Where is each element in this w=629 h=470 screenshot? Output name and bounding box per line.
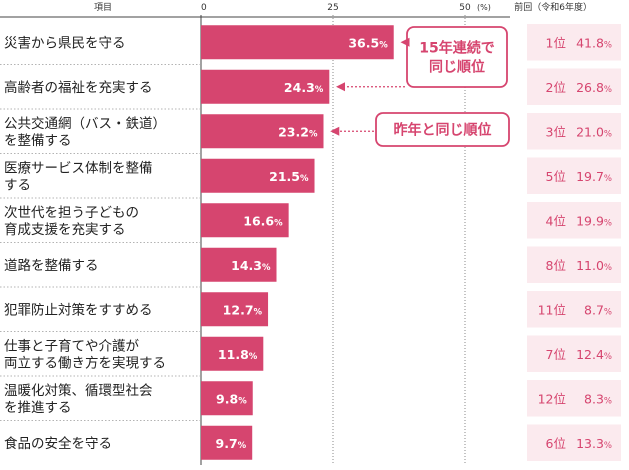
x-tick-label: 25	[327, 3, 338, 13]
callout-border	[406, 26, 508, 88]
callout-border	[375, 112, 510, 147]
bar-value-label: 16.6%	[243, 213, 283, 228]
bar-value-label: 23.2%	[278, 124, 318, 139]
bar-value-label: 11.8%	[218, 347, 258, 362]
previous-value: 13.3%	[576, 436, 612, 451]
previous-cell	[527, 424, 621, 461]
previous-rank: 2位	[546, 80, 566, 95]
category-label: 公共交通網（バス・鉄道）を整備する	[4, 115, 166, 149]
bar	[201, 425, 253, 460]
previous-value: 19.7%	[576, 169, 612, 184]
previous-value: 21.0%	[576, 124, 612, 139]
category-label-line: を推進する	[4, 400, 72, 416]
previous-rank: 8位	[546, 258, 566, 273]
previous-cell	[527, 202, 621, 239]
category-label-line: 医療サービス体制を整備	[4, 159, 153, 176]
previous-rank: 3位	[546, 124, 566, 139]
category-label: 犯罪防止対策をすすめる	[4, 301, 153, 318]
category-label-line: 次世代を担う子どもの	[4, 205, 139, 221]
previous-column-header: 前回（令和6年度）	[514, 1, 592, 13]
previous-cell	[527, 24, 621, 61]
previous-cell	[527, 291, 621, 328]
category-label-line: 育成支援を充実する	[4, 222, 126, 238]
previous-cell	[527, 380, 621, 417]
category-label-line: 高齢者の福祉を充実する	[4, 79, 153, 96]
bar	[201, 247, 277, 282]
previous-value: 19.9%	[576, 213, 612, 228]
previous-value: 12.4%	[576, 347, 612, 362]
previous-cell	[527, 335, 621, 372]
bar	[201, 25, 394, 60]
x-tick-label: 0	[201, 3, 207, 13]
callout-text: 昨年と同じ順位	[394, 122, 492, 139]
bar-value-label: 36.5%	[348, 35, 388, 50]
category-label-line: 両立する働き方を実現する	[4, 355, 166, 371]
bar	[201, 381, 253, 416]
category-label: 食品の安全を守る	[4, 435, 112, 452]
category-label: 災害から県民を守る	[4, 35, 126, 51]
previous-cell	[527, 246, 621, 283]
previous-value: 26.8%	[576, 80, 612, 95]
bar	[201, 114, 324, 149]
callout-text: 15年連続で	[419, 40, 494, 57]
previous-cell	[527, 68, 621, 105]
category-label-line: 仕事と子育てや介護が	[4, 338, 139, 354]
category-label-line: 食品の安全を守る	[4, 435, 112, 452]
previous-rank: 4位	[546, 213, 566, 228]
previous-cell	[527, 157, 621, 194]
bar	[201, 69, 330, 104]
previous-value: 11.0%	[576, 258, 612, 273]
category-label-line: 犯罪防止対策をすすめる	[4, 301, 153, 318]
previous-value: 41.8%	[576, 35, 612, 50]
callout-text: 同じ順位	[429, 59, 485, 76]
x-tick-label: 50	[459, 3, 471, 13]
previous-rank: 12位	[538, 391, 566, 406]
previous-cell	[527, 113, 621, 150]
previous-rank: 6位	[546, 436, 566, 451]
bar-value-label: 14.3%	[231, 258, 271, 273]
category-label-line: する	[4, 177, 31, 193]
previous-rank: 7位	[546, 347, 566, 362]
bar	[201, 292, 269, 327]
bar	[201, 158, 315, 193]
callout-box: 昨年と同じ順位	[330, 112, 510, 147]
previous-rank: 5位	[546, 169, 566, 184]
category-label-line: を整備する	[4, 133, 72, 149]
previous-rank: 1位	[546, 35, 566, 50]
bar	[201, 203, 289, 238]
category-label-line: 災害から県民を守る	[4, 35, 126, 51]
bar-value-label: 21.5%	[269, 169, 309, 184]
item-column-header: 項目	[94, 2, 112, 13]
bar-value-label: 12.7%	[223, 302, 263, 317]
category-label-line: 道路を整備する	[4, 258, 99, 274]
category-label-line: 温暖化対策、循環型社会	[4, 382, 153, 399]
bar	[201, 336, 264, 371]
bar-value-label: 24.3%	[284, 80, 324, 95]
category-label: 高齢者の福祉を充実する	[4, 79, 153, 96]
category-label: 道路を整備する	[4, 258, 99, 274]
previous-rank: 11位	[538, 302, 566, 317]
category-label-line: 公共交通網（バス・鉄道）	[4, 115, 166, 132]
x-axis-unit: (%)	[477, 3, 491, 12]
